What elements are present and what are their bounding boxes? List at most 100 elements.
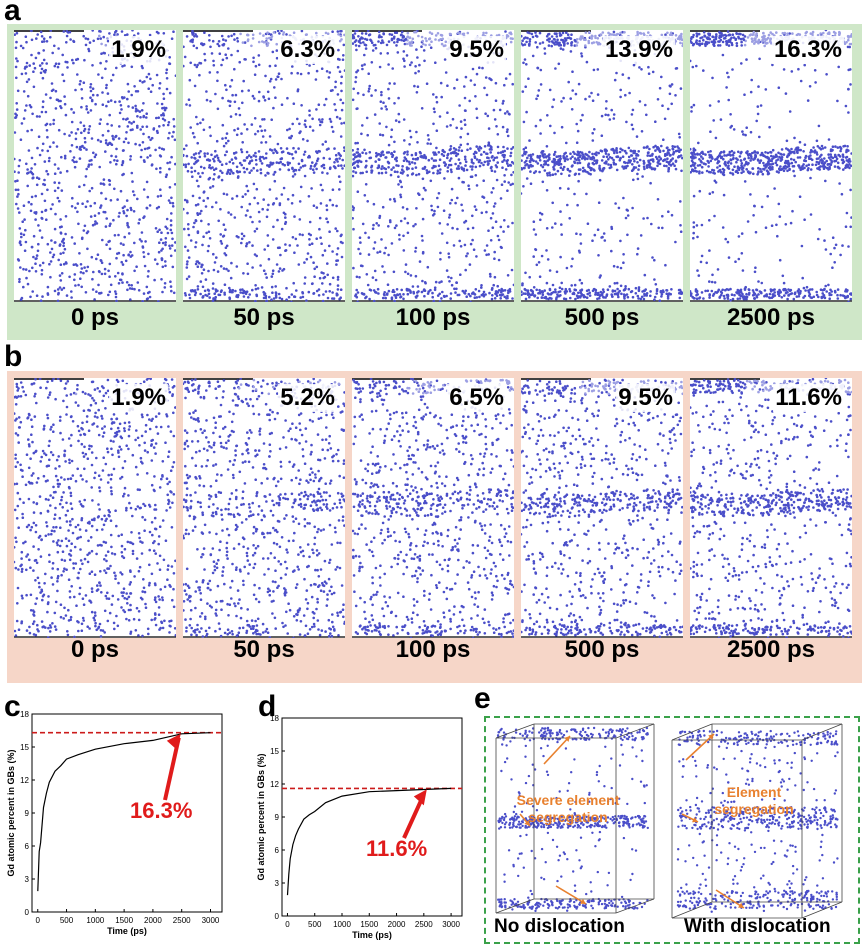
atom	[140, 109, 144, 112]
atom	[388, 198, 392, 201]
gb-atom	[343, 164, 345, 167]
atom	[661, 104, 664, 107]
atom	[270, 298, 273, 302]
atom	[191, 194, 195, 198]
atom	[509, 183, 512, 187]
atom	[727, 75, 730, 79]
gb-atom	[524, 164, 527, 167]
gb-atom	[771, 148, 775, 152]
top-atom	[208, 39, 211, 42]
gb-atom	[648, 147, 651, 151]
atom	[439, 251, 442, 255]
atom	[435, 129, 439, 132]
atom	[171, 201, 175, 205]
atom	[38, 64, 42, 67]
atom	[658, 299, 662, 302]
bottom-atom	[500, 289, 503, 293]
atom	[118, 211, 121, 215]
atom	[291, 193, 295, 197]
gb-atom	[542, 163, 546, 166]
atom	[93, 201, 97, 205]
atom	[109, 283, 113, 287]
gb-atom	[717, 154, 721, 157]
atom	[31, 266, 34, 270]
gb-atom	[820, 161, 824, 165]
atom	[803, 143, 807, 146]
atom	[422, 49, 426, 52]
atom	[220, 178, 224, 182]
atom	[20, 122, 24, 125]
atom	[421, 197, 425, 201]
atom	[199, 62, 203, 65]
atom	[534, 248, 537, 251]
atom	[649, 181, 652, 185]
atom	[461, 209, 464, 212]
bottom-atom	[523, 287, 527, 291]
atom	[336, 30, 340, 33]
gb-atom	[748, 152, 752, 156]
gb-atom	[690, 147, 692, 151]
atom	[245, 242, 249, 246]
atom	[208, 71, 212, 74]
atom	[129, 158, 132, 161]
bottom-atom	[506, 296, 509, 300]
atom	[413, 84, 416, 88]
gb-atom	[414, 166, 418, 169]
gb-atom	[590, 167, 593, 170]
atom	[77, 283, 80, 287]
atom	[129, 298, 132, 301]
atom	[502, 230, 505, 233]
gb-atom	[380, 167, 383, 171]
atom	[82, 183, 86, 187]
atom	[267, 97, 271, 101]
atom	[668, 92, 672, 96]
top-atom	[575, 38, 579, 41]
atom	[314, 78, 318, 81]
gb-atom	[361, 171, 364, 175]
atom	[791, 209, 794, 213]
atom	[16, 89, 20, 93]
gb-atom	[245, 156, 249, 160]
bottom-atom	[328, 290, 331, 293]
atom	[89, 96, 92, 99]
top-atom	[420, 35, 424, 39]
gb-atom	[245, 150, 249, 154]
atom	[202, 268, 206, 271]
atom	[678, 136, 681, 139]
gb-atom	[298, 168, 301, 172]
gb-atom	[423, 165, 427, 169]
bottom-atom	[376, 287, 380, 291]
atom	[198, 261, 201, 265]
top-atom	[681, 42, 683, 45]
atom	[30, 195, 34, 199]
gb-atom	[449, 168, 453, 171]
atom	[46, 149, 50, 153]
bottom-atom	[580, 288, 584, 292]
bottom-atom	[605, 294, 608, 298]
atom	[602, 155, 605, 158]
atom	[54, 62, 58, 65]
atom	[221, 123, 225, 127]
atom	[155, 116, 158, 120]
atom	[378, 122, 381, 125]
atom	[110, 124, 113, 127]
atom	[524, 85, 527, 88]
gb-atom	[424, 155, 427, 159]
atom	[393, 140, 396, 144]
atom	[271, 203, 275, 206]
gb-atom	[488, 159, 491, 163]
atom	[426, 134, 430, 137]
atom	[79, 277, 82, 280]
gb-atom	[736, 165, 740, 168]
atom	[131, 180, 134, 183]
bottom-atom	[387, 289, 391, 293]
gb-atom	[667, 151, 670, 155]
bottom-atom	[490, 288, 494, 291]
atom	[301, 233, 304, 237]
atom	[234, 113, 238, 116]
atom	[577, 82, 581, 86]
gb-atom	[553, 163, 556, 167]
top-atom	[636, 30, 639, 34]
atom	[339, 154, 342, 158]
bottom-atom	[540, 290, 544, 293]
